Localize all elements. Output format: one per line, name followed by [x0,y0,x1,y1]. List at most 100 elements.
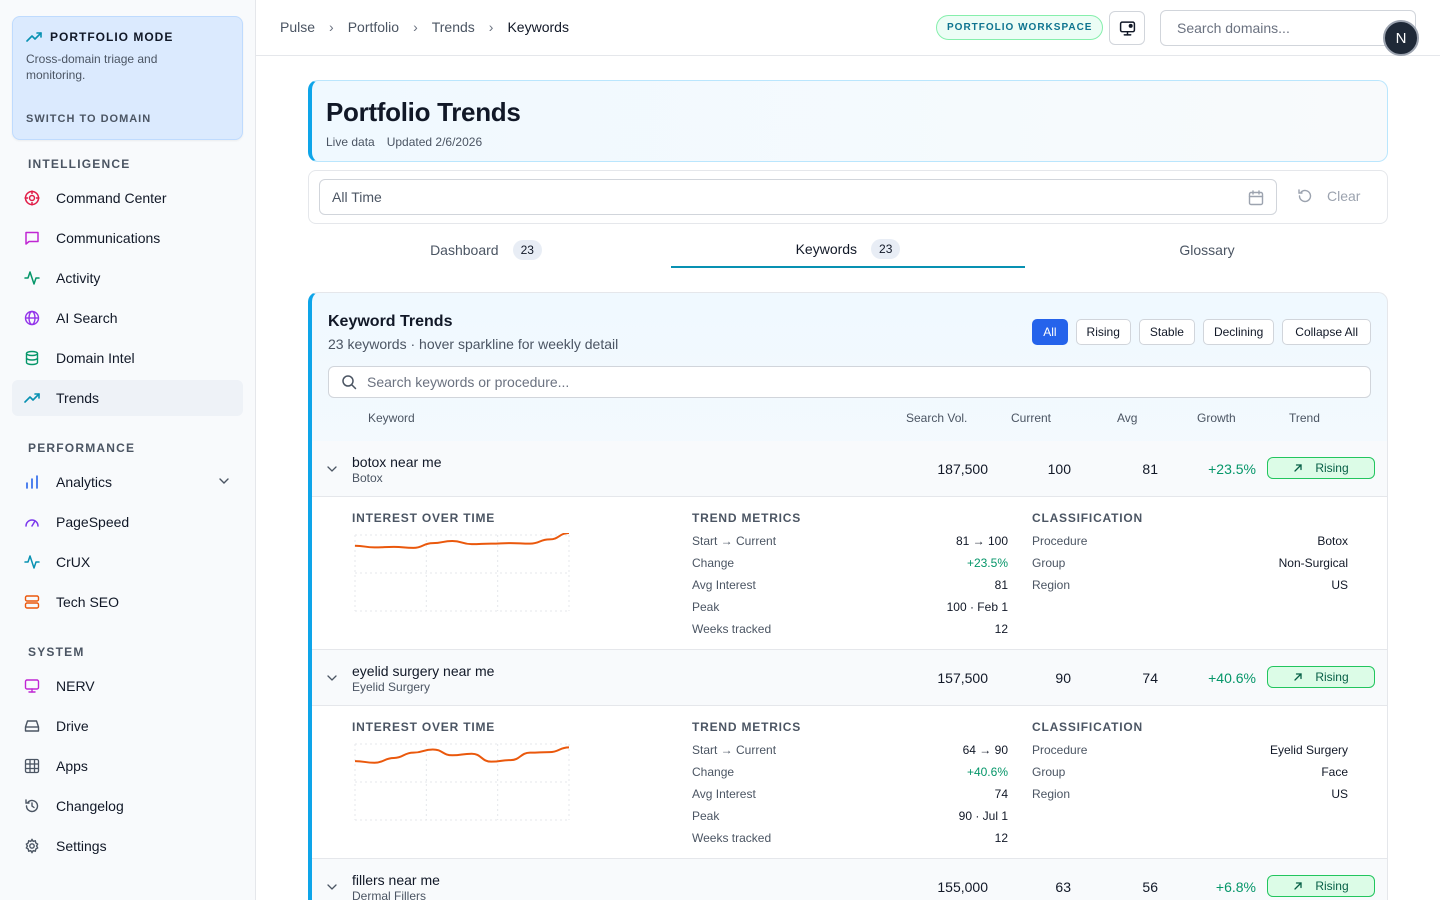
sparkline-series[interactable] [354,533,570,549]
monitor-icon [24,679,40,693]
portfolio-mode-card[interactable]: PORTFOLIO MODE Cross-domain triage and m… [12,16,243,140]
grid-icon [24,758,40,774]
tab-keywords[interactable]: Keywords 23 [671,232,1025,268]
metric-value: 12 [994,622,1008,636]
metric-value: 74 [994,787,1008,801]
sidebar-item-communications[interactable]: Communications [12,220,243,256]
trend-badge: Rising [1267,457,1375,479]
sidebar-item-label: Changelog [56,798,124,814]
column-avg[interactable]: Avg [1117,411,1138,425]
sidebar-item-tech-seo[interactable]: Tech SEO [12,584,243,620]
sidebar-item-pagespeed[interactable]: PageSpeed [12,504,243,540]
class-procedure: Procedure Botox [1032,534,1348,556]
mode-title: PORTFOLIO MODE [26,29,229,45]
class-value: Non-Surgical [1278,556,1348,570]
chevron-down-icon[interactable] [217,474,231,488]
time-range-value: All Time [332,189,382,205]
keyword-procedure: Dermal Fillers [352,889,427,900]
chevron-down-icon[interactable] [326,672,338,684]
gauge-icon [25,519,39,527]
sidebar-item-changelog[interactable]: Changelog [12,788,243,824]
breadcrumb-portfolio[interactable]: Portfolio [347,19,400,35]
database-icon [25,350,39,366]
table-row[interactable]: botox near me Botox 187,500 100 81 +23.5… [312,441,1387,497]
table-row[interactable]: fillers near me Dermal Fillers 155,000 6… [312,859,1387,900]
sparkline-series[interactable] [354,746,570,764]
chevron-down-icon[interactable] [326,463,338,475]
interest-sparkline[interactable] [352,742,572,822]
sidebar-item-command-center[interactable]: Command Center [12,180,243,216]
keyword-name: eyelid surgery near me [352,663,495,679]
tabs: Dashboard 23 Keywords 23 Glossary [308,232,1388,268]
column-search-volume[interactable]: Search Vol. [906,411,968,425]
sidebar-item-label: Settings [56,838,107,854]
trend-badge: Rising [1267,875,1375,897]
metric-label: Start → Current [692,743,777,757]
sidebar-item-activity[interactable]: Activity [12,260,243,296]
breadcrumb: Pulse › Portfolio › Trends › Keywords [280,19,569,35]
sidebar-item-trends[interactable]: Trends [12,380,243,416]
filter-declining-button[interactable]: Declining [1202,319,1275,345]
table-row[interactable]: eyelid surgery near me Eyelid Surgery 15… [312,650,1387,706]
column-keyword[interactable]: Keyword [368,411,415,425]
avg-value: 81 [1142,461,1158,477]
sidebar-item-drive[interactable]: Drive [12,708,243,744]
chevron-down-icon[interactable] [326,881,338,893]
sidebar-item-domain-intel[interactable]: Domain Intel [12,340,243,376]
avatar[interactable]: N [1383,20,1419,56]
keyword-trends-card: Keyword Trends 23 keywords · hover spark… [308,292,1388,900]
filter-stable-button[interactable]: Stable [1138,319,1195,345]
sidebar-item-nerv[interactable]: NERV [12,668,243,704]
growth-value: +6.8% [1215,879,1256,895]
tab-dashboard[interactable]: Dashboard 23 [308,232,664,268]
search-volume-value: 187,500 [937,461,988,477]
sidebar-item-label: Analytics [56,474,113,490]
switch-to-domain-button[interactable]: SWITCH TO DOMAIN [26,113,152,125]
sidebar: PORTFOLIO MODE Cross-domain triage and m… [0,0,256,900]
trend-label: Rising [1315,879,1349,893]
trend-metrics-list: Start → Current 64 → 90 Change +40.6% Avg … [692,743,1008,853]
metric-label: Weeks tracked [692,622,772,636]
column-growth[interactable]: Growth [1197,411,1236,425]
metric-peak: Peak 90 · Jul 1 [692,809,1008,831]
search-domains-input[interactable] [1160,10,1416,46]
class-label: Procedure [1032,534,1088,548]
sidebar-item-analytics[interactable]: Analytics [12,464,243,500]
keyword-search-input[interactable]: Search keywords or procedure... [328,366,1371,398]
sidebar-item-crux[interactable]: CrUX [12,544,243,580]
tab-glossary[interactable]: Glossary [1030,232,1384,268]
collapse-all-button[interactable]: Collapse All [1282,319,1371,345]
metric-label: Change [692,556,735,570]
sparkline-grid [354,743,570,821]
column-trend[interactable]: Trend [1289,411,1320,425]
arrow-up-right-icon [1294,464,1302,472]
filter-rising-button[interactable]: Rising [1075,319,1131,345]
keyword-trends-title: Keyword Trends [328,313,453,330]
keyword-procedure: Eyelid Surgery [352,680,431,694]
sidebar-item-settings[interactable]: Settings [12,828,243,864]
filter-all-button[interactable]: All [1032,319,1068,345]
metric-label: Weeks tracked [692,831,772,845]
sidebar-item-apps[interactable]: Apps [12,748,243,784]
interest-sparkline[interactable] [352,533,572,613]
metric-peak: Peak 100 · Feb 1 [692,600,1008,622]
chevron-right-icon: › [329,19,334,35]
keyword-detail-panel: INTEREST OVER TIME TREND METRICS Start →… [312,706,1387,859]
sidebar-item-label: Drive [56,718,89,734]
monitor-button[interactable] [1109,11,1145,45]
page-title: Portfolio Trends [326,97,521,127]
sidebar-item-ai-search[interactable]: AI Search [12,300,243,336]
class-value: US [1331,578,1348,592]
breadcrumb-pulse[interactable]: Pulse [280,19,316,35]
search-volume-value: 157,500 [937,670,988,686]
metric-value: 81 [994,578,1008,592]
clear-button[interactable]: Clear [1297,188,1360,204]
arrow-up-right-icon [1294,882,1302,890]
class-group: Group Non-Surgical [1032,556,1348,578]
column-current[interactable]: Current [1011,411,1052,425]
trend-metrics-list: Start → Current 81 → 100 Change +23.5% Avg… [692,534,1008,644]
time-range-input[interactable]: All Time [319,179,1277,215]
gear-icon [25,838,39,854]
breadcrumb-trends[interactable]: Trends [431,19,475,35]
pulse-icon [24,271,40,285]
